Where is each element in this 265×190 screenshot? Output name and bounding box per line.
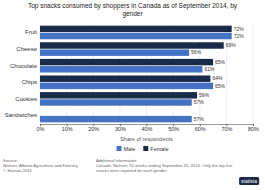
bar xyxy=(40,92,197,98)
x-tick-label: 70% xyxy=(221,126,232,132)
annotation: Source:Nielsen; Alberta Agriculture and … xyxy=(3,158,79,173)
x-tick-label: 50% xyxy=(168,126,179,132)
logo: statista xyxy=(239,177,259,185)
y-tick: Cheese xyxy=(16,46,37,52)
x-axis: 0% 10% 20% 30% 40% 50% 60% 70% 80% xyxy=(37,124,260,132)
x-tick: 30% xyxy=(115,124,126,132)
x-tick-label: 20% xyxy=(88,126,99,132)
y-tick-label: Cookies xyxy=(15,96,37,102)
data-label: 65% xyxy=(215,59,226,65)
x-tick-label: 60% xyxy=(195,126,206,132)
bar xyxy=(40,99,192,105)
legend-label: Female xyxy=(150,146,168,152)
bar xyxy=(40,33,232,39)
legend: Male Female xyxy=(117,146,169,152)
data-label: 57% xyxy=(194,99,205,105)
legend-label: Male xyxy=(124,146,136,152)
x-tick-label: 80% xyxy=(248,126,259,132)
data-label: 72% xyxy=(234,33,245,39)
x-tick: 50% xyxy=(168,124,179,132)
data-label: 64% xyxy=(212,75,223,81)
x-tick-label: 40% xyxy=(141,126,152,132)
y-tick: Chocolate xyxy=(10,63,38,69)
logo-box xyxy=(239,177,259,185)
annotation: Additional informationCanada; Nielsen; 5… xyxy=(96,158,233,173)
y-tick-label: Cheese xyxy=(16,46,37,52)
data-label: 65% xyxy=(215,83,226,89)
bar xyxy=(40,49,189,55)
y-tick-label: Sandwiches xyxy=(5,112,37,118)
bars xyxy=(40,26,232,123)
x-tick: 70% xyxy=(221,124,232,132)
bar xyxy=(40,83,213,89)
x-tick: 60% xyxy=(195,124,206,132)
legend-swatch xyxy=(117,146,122,151)
data-label: 57% xyxy=(194,116,205,122)
grid-line xyxy=(253,24,254,124)
x-tick-label: 30% xyxy=(115,126,126,132)
x-tick: 80% xyxy=(248,124,259,132)
y-tick: Fruit xyxy=(25,29,37,35)
legend-swatch xyxy=(143,146,148,151)
x-axis-title: Share of respondents xyxy=(120,136,173,142)
x-tick-label: 0% xyxy=(37,126,45,132)
plot: 57%57%65%61%56%72%59%64%65%69%72%0%10%20… xyxy=(5,24,259,132)
y-tick-label: Fruit xyxy=(25,29,37,35)
y-tick: Sandwiches xyxy=(5,112,37,118)
bar xyxy=(40,116,192,122)
data-labels: 57%57%65%61%56%72%59%64%65%69%72% xyxy=(191,26,244,122)
data-label: 69% xyxy=(226,42,237,48)
bar xyxy=(40,66,202,72)
x-tick-label: 10% xyxy=(62,126,73,132)
legend-item: Female xyxy=(143,146,168,152)
x-tick: 10% xyxy=(62,124,73,132)
y-tick-label: Chips xyxy=(22,79,37,85)
data-label: 72% xyxy=(234,26,245,32)
data-label: 61% xyxy=(204,66,215,72)
legend-item: Male xyxy=(117,146,136,152)
title: Top snacks consumed by shoppers in Canad… xyxy=(28,2,238,18)
bar xyxy=(40,42,224,48)
data-label: 56% xyxy=(191,49,202,55)
x-tick: 20% xyxy=(88,124,99,132)
data-label: 59% xyxy=(199,92,210,98)
grid xyxy=(40,24,253,124)
chart: Top snacks consumed by shoppers in Canad… xyxy=(0,0,265,190)
y-axis: Sandwiches Cookies Chips Chocolate Cheese Fru… xyxy=(5,29,38,118)
bar xyxy=(40,75,210,81)
y-tick: Cookies xyxy=(15,96,37,102)
y-tick-label: Chocolate xyxy=(10,63,38,69)
bar xyxy=(40,59,213,65)
logo-text: statista xyxy=(241,178,257,184)
x-tick: 40% xyxy=(141,124,152,132)
bar xyxy=(40,26,232,32)
y-tick: Chips xyxy=(22,79,37,85)
x-tick: 0% xyxy=(37,124,45,132)
